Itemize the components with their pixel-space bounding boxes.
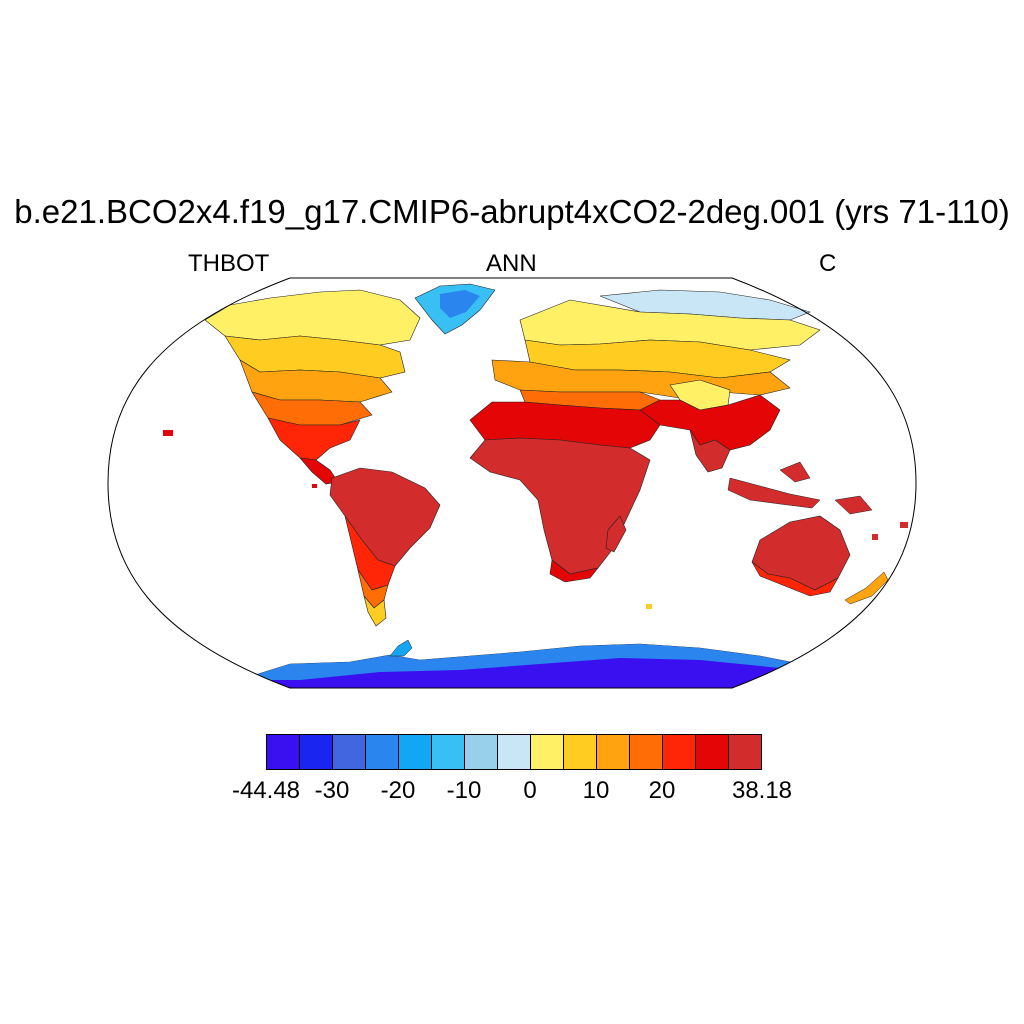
colorbar-tick-label: 20 xyxy=(648,777,676,804)
colorbar-swatch xyxy=(300,735,333,769)
maritime-southeast-asia xyxy=(727,461,873,515)
falkland-island xyxy=(646,604,652,609)
colorbar-swatch xyxy=(531,735,564,769)
greenland-core xyxy=(440,290,480,318)
colorbar-tick-label: -30 xyxy=(314,777,350,804)
colorbar-tick-label: 10 xyxy=(582,777,610,804)
antarctica-coast xyxy=(252,644,790,680)
pacific-island-2 xyxy=(872,534,878,540)
colorbar-tick-label: -20 xyxy=(380,777,416,804)
colorbar-swatch xyxy=(366,735,399,769)
variable-label: THBOT xyxy=(188,250,270,277)
plot-title: b.e21.BCO2x4.f19_g17.CMIP6-abrupt4xCO2-2… xyxy=(14,193,1010,230)
colorbar-swatch xyxy=(729,735,761,769)
colorbar-swatch xyxy=(564,735,597,769)
colorbar-tick-label: -10 xyxy=(446,777,482,804)
colorbar-tick-label: 0 xyxy=(523,777,537,804)
map-border xyxy=(107,277,917,689)
units-label: C xyxy=(819,250,837,277)
south-america xyxy=(329,467,441,627)
north-america xyxy=(204,289,421,485)
madeira-island xyxy=(312,484,317,488)
colorbar xyxy=(266,734,762,770)
hawaii xyxy=(163,430,173,436)
colorbar-swatch xyxy=(432,735,465,769)
colorbar-swatch xyxy=(630,735,663,769)
colorbar-swatch xyxy=(696,735,729,769)
eurasia xyxy=(491,289,821,473)
colorbar-swatch xyxy=(267,735,300,769)
colorbar-swatch xyxy=(465,735,498,769)
colorbar-swatch xyxy=(498,735,531,769)
colorbar-tick-label: 38.18 xyxy=(731,777,793,804)
colorbar-swatch xyxy=(333,735,366,769)
australia xyxy=(751,515,851,597)
africa xyxy=(469,401,661,583)
colorbar-tick-label: -44.48 xyxy=(231,777,301,804)
colorbar-swatch xyxy=(597,735,630,769)
pacific-island xyxy=(900,522,908,528)
colorbar-swatch xyxy=(663,735,696,769)
new-zealand xyxy=(844,571,889,605)
season-label: ANN xyxy=(486,250,537,277)
colorbar-swatch xyxy=(399,735,432,769)
antarctic-peninsula xyxy=(389,639,413,657)
